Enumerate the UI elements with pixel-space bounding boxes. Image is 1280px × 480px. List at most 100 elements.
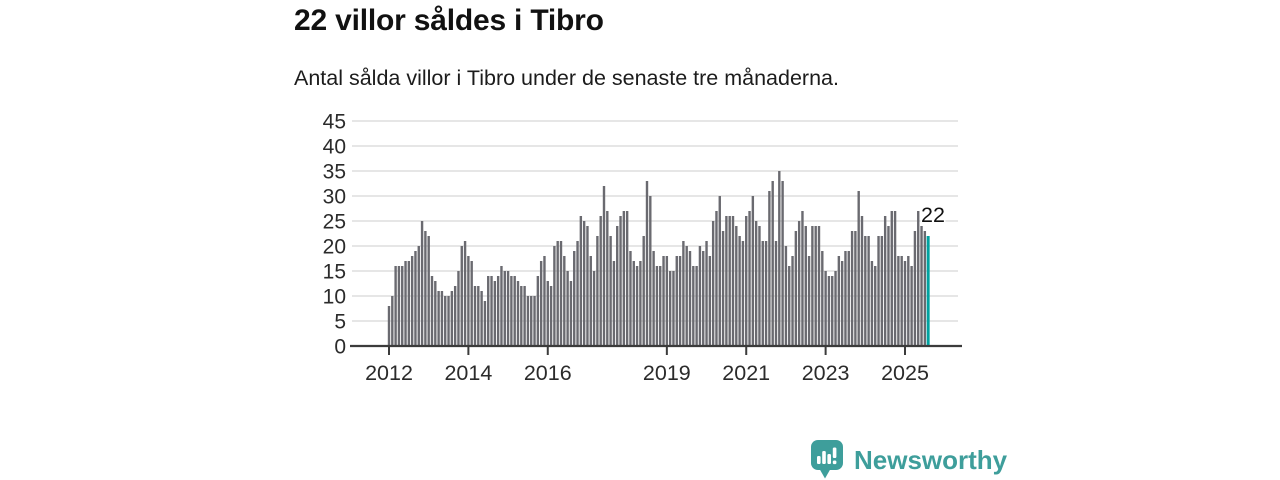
bar bbox=[457, 271, 460, 346]
bar bbox=[516, 281, 520, 346]
bar bbox=[559, 241, 563, 346]
bar bbox=[781, 181, 784, 346]
bar bbox=[619, 216, 622, 346]
bar bbox=[463, 241, 467, 346]
bar bbox=[655, 266, 659, 346]
bar bbox=[536, 276, 540, 346]
bar bbox=[821, 251, 824, 346]
bar bbox=[599, 216, 602, 346]
svg-text:2019: 2019 bbox=[643, 361, 691, 385]
bar bbox=[814, 226, 817, 346]
bar bbox=[672, 271, 675, 346]
bar bbox=[563, 256, 566, 346]
bar bbox=[582, 221, 586, 346]
bar bbox=[533, 296, 536, 346]
bar bbox=[556, 241, 559, 346]
bar bbox=[811, 226, 814, 346]
bar bbox=[705, 241, 708, 346]
bar bbox=[771, 181, 774, 346]
bar bbox=[549, 286, 553, 346]
bar bbox=[748, 211, 751, 346]
svg-text:0: 0 bbox=[334, 336, 346, 359]
bar bbox=[424, 231, 427, 346]
bar bbox=[467, 256, 470, 346]
svg-text:5: 5 bbox=[334, 311, 346, 334]
bar bbox=[579, 216, 583, 346]
bar bbox=[695, 266, 698, 346]
bar bbox=[688, 251, 692, 346]
bar bbox=[794, 231, 798, 346]
bar bbox=[546, 281, 549, 346]
bar bbox=[827, 276, 831, 346]
bar bbox=[725, 216, 728, 346]
bar bbox=[741, 241, 745, 346]
bar bbox=[774, 241, 778, 346]
bar bbox=[609, 236, 612, 346]
bar bbox=[768, 191, 771, 346]
svg-text:2023: 2023 bbox=[802, 361, 850, 385]
bar bbox=[877, 236, 880, 346]
bar bbox=[404, 261, 407, 346]
svg-text:15: 15 bbox=[323, 261, 346, 284]
bar bbox=[539, 261, 543, 346]
bar bbox=[645, 181, 649, 346]
bar bbox=[506, 271, 510, 346]
bar bbox=[897, 256, 900, 346]
bar bbox=[702, 251, 705, 346]
bar bbox=[407, 261, 411, 346]
bar bbox=[387, 306, 391, 346]
bar bbox=[721, 231, 725, 346]
bar bbox=[847, 251, 850, 346]
x-axis-ticks: 2012 2014 2016 2019 2021 2023 2025 bbox=[365, 347, 929, 385]
bar bbox=[692, 266, 695, 346]
bar bbox=[900, 256, 903, 346]
bar bbox=[573, 251, 576, 346]
bar bbox=[840, 261, 844, 346]
bar bbox=[622, 211, 626, 346]
bar bbox=[731, 216, 735, 346]
svg-text:2012: 2012 bbox=[365, 361, 413, 385]
bar bbox=[487, 276, 490, 346]
bar bbox=[592, 271, 596, 346]
bar bbox=[526, 296, 530, 346]
bar bbox=[586, 226, 589, 346]
svg-text:35: 35 bbox=[323, 161, 346, 184]
bar bbox=[784, 246, 788, 346]
bar bbox=[788, 266, 791, 346]
bar bbox=[625, 211, 629, 346]
bar bbox=[635, 266, 639, 346]
bar bbox=[797, 221, 801, 346]
bar bbox=[470, 261, 473, 346]
svg-text:2025: 2025 bbox=[881, 361, 929, 385]
bar bbox=[401, 266, 404, 346]
bar bbox=[824, 271, 827, 346]
bar bbox=[801, 211, 804, 346]
bar bbox=[685, 246, 688, 346]
bar bbox=[728, 216, 731, 346]
bar bbox=[629, 251, 632, 346]
bar bbox=[870, 261, 874, 346]
bar bbox=[837, 256, 841, 346]
bar bbox=[758, 226, 761, 346]
bar bbox=[817, 226, 821, 346]
bar bbox=[434, 281, 437, 346]
svg-text:2021: 2021 bbox=[722, 361, 770, 385]
bar bbox=[880, 236, 884, 346]
bar bbox=[890, 211, 893, 346]
svg-text:2016: 2016 bbox=[524, 361, 572, 385]
bar bbox=[711, 221, 715, 346]
bar bbox=[751, 196, 755, 346]
bar bbox=[831, 276, 834, 346]
bar bbox=[850, 231, 854, 346]
bar bbox=[864, 236, 867, 346]
bar bbox=[394, 266, 397, 346]
bar bbox=[410, 256, 414, 346]
bar bbox=[397, 266, 401, 346]
newsworthy-logo[interactable]: Newsworthy bbox=[810, 440, 1007, 479]
bar bbox=[543, 256, 546, 346]
bar bbox=[887, 226, 890, 346]
bar bbox=[566, 271, 569, 346]
bar bbox=[910, 266, 913, 346]
